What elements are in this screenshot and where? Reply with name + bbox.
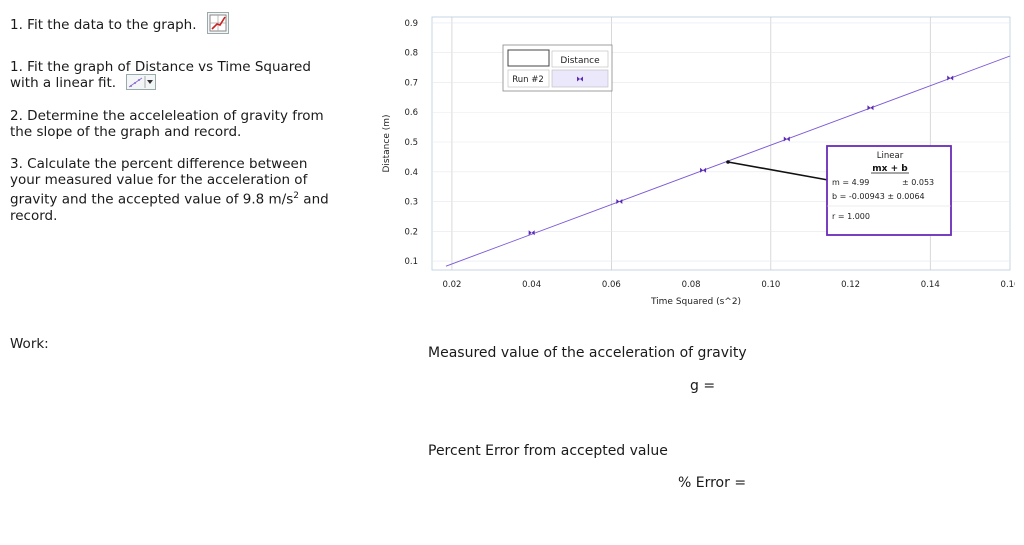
step3-line3b: and [299,191,329,208]
fit-r-value: r = 1.000 [832,212,870,221]
y-axis-label: Distance (m) [382,114,392,172]
x-tick-label: 0.08 [682,280,701,290]
x-tick-label: 0.02 [442,280,461,290]
x-tick-label: 0.12 [841,280,860,290]
step1-line2: with a linear fit. [10,75,117,91]
step3-line4: record. [10,207,58,224]
data-point [528,230,535,236]
error-answer-label: % Error = [678,475,747,491]
step3-line1: 3. Calculate the percent difference betw… [10,156,308,172]
x-tick-label: 0.04 [522,280,541,290]
chart-grid [431,16,1011,271]
y-tick-label: 0.2 [404,227,418,237]
work-label: Work: [10,336,49,352]
plot-frame [431,16,1011,271]
step-percent-difference: 3. Calculate the percent difference betw… [10,156,360,224]
linear-fit-icon[interactable] [126,74,157,90]
fit-b-value: b = -0.00943 ± 0.0064 [832,192,925,201]
linear-fit-box[interactable]: Linear mx + b m = 4.99 ± 0.053 b = -0.00… [826,145,952,236]
fit-m-value: m = 4.99 [832,178,869,187]
step3-sup: 2 [293,191,299,201]
y-tick-label: 0.3 [404,198,418,208]
legend-run: Run #2 [512,75,544,85]
chart-ticks: 0.02 0.04 0.06 0.08 0.10 0.12 0.14 0.16 0.9 0.8 0.… [404,19,1015,290]
data-point [700,167,707,173]
chart-legend: Distance Run #2 [502,44,613,92]
step3-line3a: gravity and the accepted value of 9.8 m/… [10,191,294,208]
data-point [867,105,874,111]
y-tick-label: 0.5 [404,138,418,148]
y-tick-label: 0.4 [404,168,418,178]
fit-box-anchor [726,160,730,164]
step-fit-data-text: 1. Fit the data to the graph. [10,17,197,33]
step-fit-data: 1. Fit the data to the graph. [10,12,370,36]
gravity-answer-label: g = [690,378,716,394]
data-point [616,199,623,205]
step2-line2: the slope of the graph and record. [10,124,242,140]
step-determine-gravity: 2. Determine the acceleleation of gravit… [10,108,360,140]
fit-title: Linear [877,151,904,161]
data-point [783,136,790,142]
legend-marker-icon [577,76,583,82]
distance-time-graph[interactable]: 0.02 0.04 0.06 0.08 0.10 0.12 0.14 0.16 0.9 0.8 0.… [375,5,1015,315]
legend-header: Distance [560,56,600,66]
step3-line2: your measured value for the acceleration… [10,172,308,188]
x-tick-label: 0.16 [1001,280,1015,290]
step2-line1: 2. Determine the acceleleation of gravit… [10,108,324,124]
step-linear-fit: 1. Fit the graph of Distance vs Time Squ… [10,59,350,91]
gravity-question: Measured value of the acceleration of gr… [428,345,747,361]
x-axis-label: Time Squared (s^2) [650,297,741,307]
x-tick-label: 0.14 [921,280,940,290]
step1-line1: 1. Fit the graph of Distance vs Time Squ… [10,59,311,75]
error-question: Percent Error from accepted value [428,443,668,459]
y-tick-label: 0.8 [404,49,418,59]
y-tick-label: 0.7 [404,78,418,88]
data-point [947,75,954,81]
y-tick-label: 0.9 [404,19,418,29]
x-tick-label: 0.06 [602,280,621,290]
graph-icon[interactable] [206,12,229,34]
data-points [528,75,954,236]
fit-m-error: ± 0.053 [902,178,934,187]
fit-formula: mx + b [872,164,908,174]
fit-box-connector [727,161,829,181]
x-tick-label: 0.10 [761,280,780,290]
y-tick-label: 0.6 [404,108,418,118]
y-tick-label: 0.1 [404,257,418,267]
